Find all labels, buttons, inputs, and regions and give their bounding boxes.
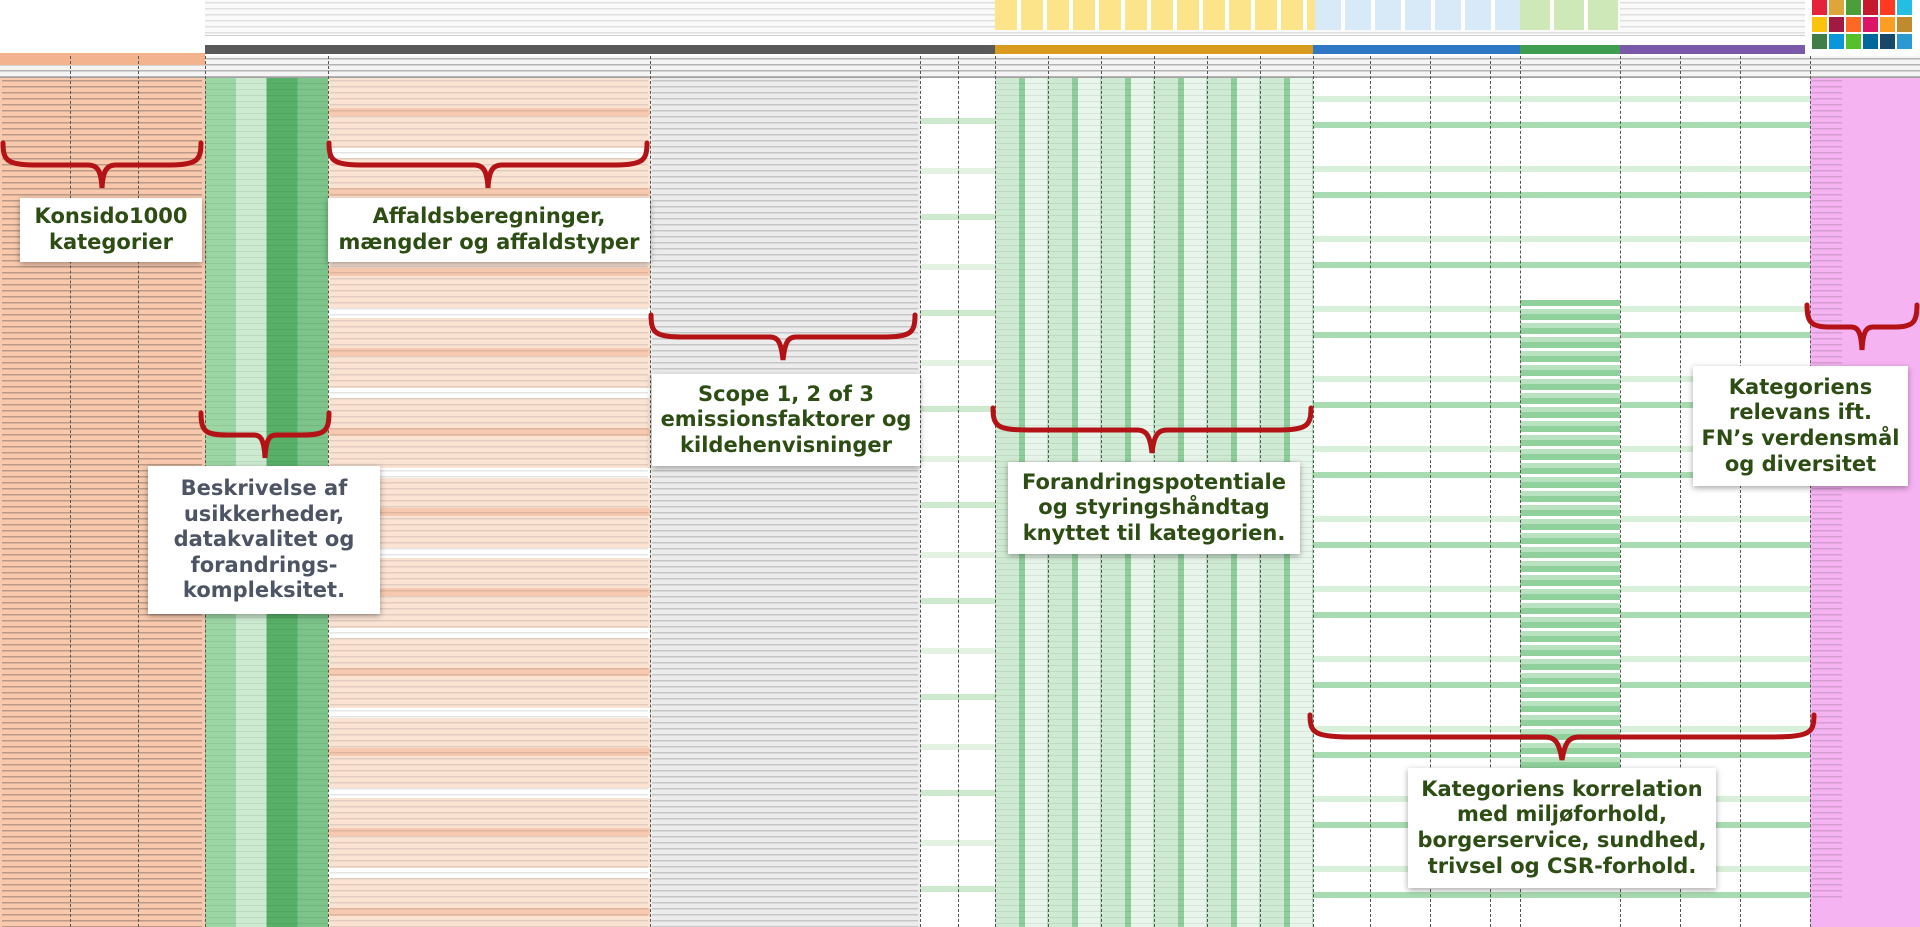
- col-divider: [1313, 56, 1314, 927]
- top-blue-tiles: [1315, 0, 1520, 30]
- col-divider: [1370, 56, 1371, 927]
- brace-down-icon: [326, 140, 650, 189]
- callout-uncertainty-text: Beskrivelse af usikkerheder, datakvalite…: [173, 475, 355, 603]
- sdg-text-rows: [1812, 78, 1842, 898]
- callout-sdg: Kategoriens relevans ift. FN’s verdensmå…: [1693, 366, 1908, 486]
- callout-uncertainty: Beskrivelse af usikkerheder, datakvalite…: [148, 466, 380, 614]
- col-divider: [995, 56, 996, 927]
- section-header-change: [995, 45, 1313, 54]
- callout-scope: Scope 1, 2 of 3 emissionsfaktorer og kil…: [652, 374, 920, 466]
- callout-categories: Konsido1000 kategorier: [20, 198, 202, 262]
- spacer-columns: [920, 78, 995, 927]
- col-divider: [1620, 56, 1621, 927]
- callout-sdg-text: Kategoriens relevans ift. FN’s verdensmå…: [1701, 374, 1900, 476]
- callout-change-potential: Forandringspotentiale og styringshåndtag…: [1008, 462, 1300, 554]
- col-divider: [920, 56, 921, 927]
- brace-down-icon: [648, 312, 918, 361]
- section-header-extra: [1620, 45, 1805, 54]
- callout-waste-text: Affaldsberegninger, mængder og affaldsty…: [338, 204, 640, 254]
- brace-down-icon: [990, 405, 1314, 454]
- callout-categories-text: Konsido1000 kategorier: [34, 204, 188, 254]
- col-divider: [70, 56, 71, 927]
- scope-text-rows: [652, 78, 918, 927]
- callout-correlation-text: Kategoriens korrelation med miljøforhold…: [1417, 776, 1707, 878]
- column-header-row: [0, 56, 1920, 78]
- brace-down-icon: [198, 410, 332, 459]
- top-yellow-tiles: [995, 0, 1315, 30]
- sdg-diversity-column: [1810, 78, 1920, 927]
- col-divider: [1430, 56, 1431, 927]
- brace-down-icon: [1307, 712, 1817, 761]
- callout-change-potential-text: Forandringspotentiale og styringshåndtag…: [1021, 469, 1286, 545]
- callout-correlation: Kategoriens korrelation med miljøforhold…: [1408, 768, 1716, 888]
- section-header-correlation: [1313, 45, 1520, 54]
- col-divider: [1520, 56, 1521, 927]
- brace-down-icon: [1804, 302, 1920, 351]
- categories-title-band: [0, 53, 205, 65]
- callout-waste: Affaldsberegninger, mængder og affaldsty…: [328, 198, 650, 262]
- brace-down-icon: [0, 140, 204, 189]
- col-divider: [958, 56, 959, 927]
- col-divider: [1680, 56, 1681, 927]
- col-divider: [650, 56, 651, 927]
- section-header-csr: [1520, 45, 1620, 54]
- correlation-dense-block: [1520, 300, 1620, 770]
- col-divider: [1490, 56, 1491, 927]
- section-header-dark: [205, 45, 995, 54]
- scope-columns: [650, 78, 920, 927]
- col-divider: [138, 56, 139, 927]
- col-divider: [1810, 56, 1811, 927]
- sdg-goal-icons: [1810, 0, 1920, 56]
- callout-scope-text: Scope 1, 2 of 3 emissionsfaktorer og kil…: [660, 381, 912, 457]
- col-divider: [1740, 56, 1741, 927]
- top-green-tiles: [1520, 0, 1620, 30]
